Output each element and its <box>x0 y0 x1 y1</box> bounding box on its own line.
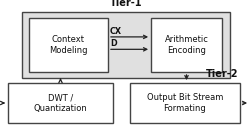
Text: CX: CX <box>110 27 122 36</box>
Bar <box>130 83 240 123</box>
Text: Tier-2: Tier-2 <box>206 69 238 79</box>
Text: Context
Modeling: Context Modeling <box>49 35 88 55</box>
Bar <box>151 18 222 72</box>
Bar <box>29 18 108 72</box>
Text: DWT /
Quantization: DWT / Quantization <box>34 93 88 113</box>
Text: Arithmetic
Encoding: Arithmetic Encoding <box>164 35 208 55</box>
Bar <box>22 12 230 78</box>
Bar <box>8 83 113 123</box>
Text: Tier-1: Tier-1 <box>110 0 142 8</box>
Text: D: D <box>110 39 116 48</box>
Text: Output Bit Stream
Formating: Output Bit Stream Formating <box>147 93 223 113</box>
